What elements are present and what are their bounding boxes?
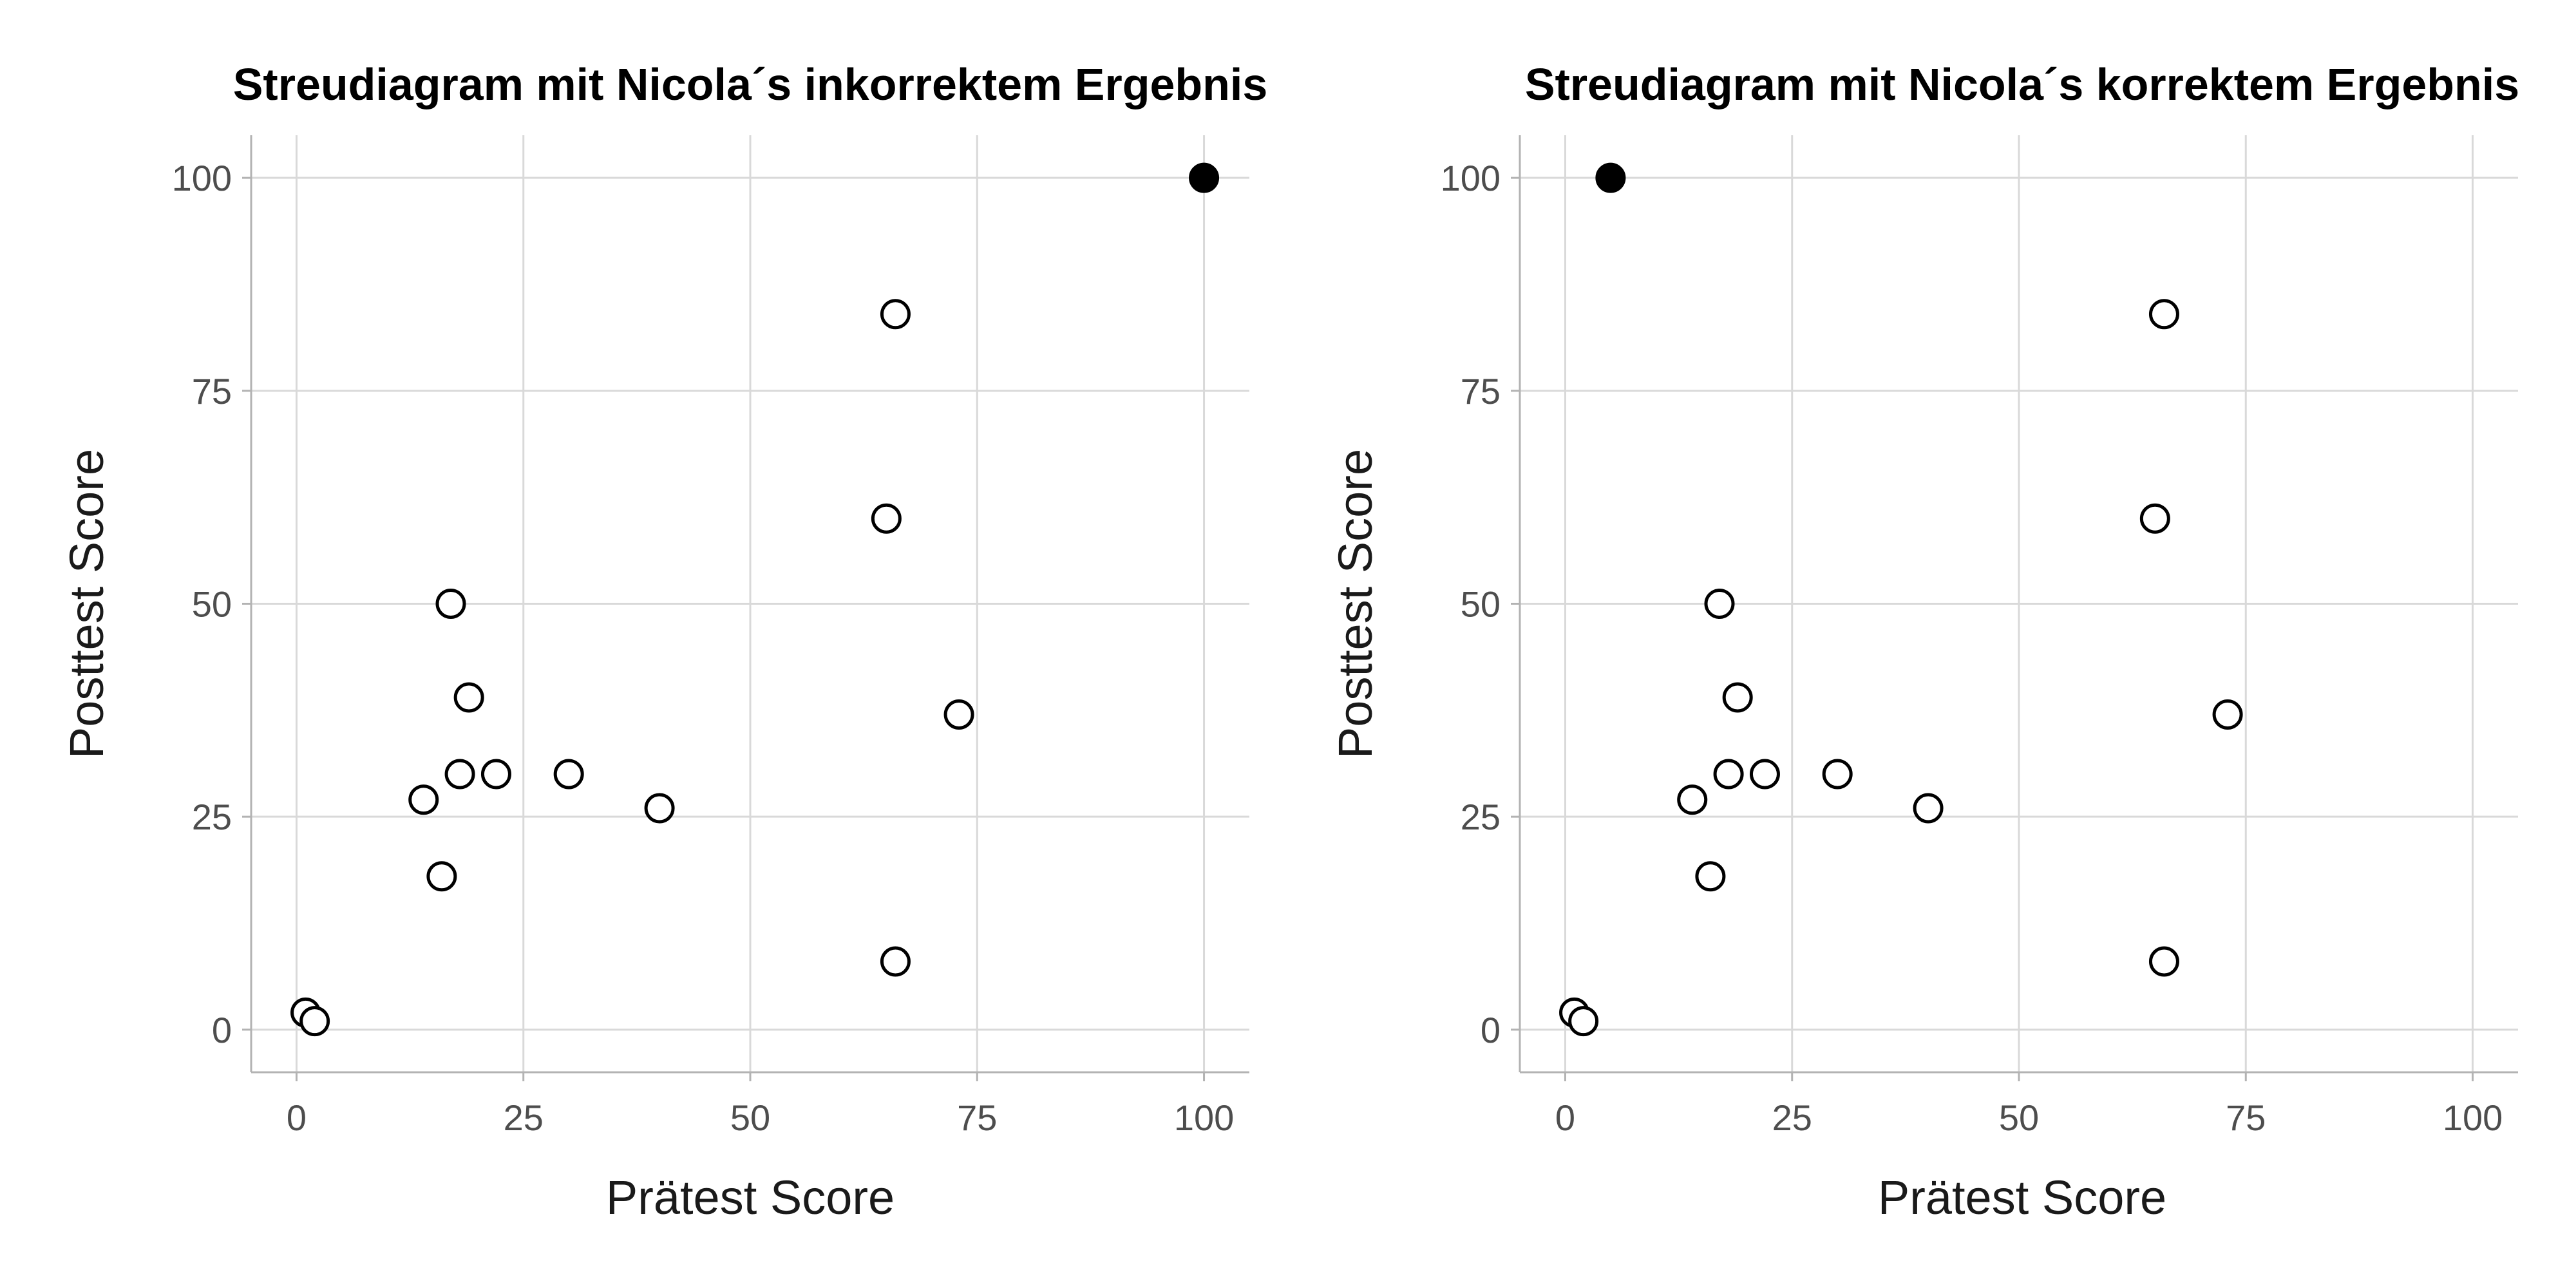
data-point — [453, 682, 484, 713]
x-axis-label: Prätest Score — [1878, 1171, 2166, 1224]
y-tick-label: 25 — [1461, 797, 1501, 837]
data-point — [1695, 861, 1726, 892]
data-point — [1568, 1006, 1599, 1037]
data-point — [943, 699, 974, 730]
x-tick-label: 50 — [1999, 1097, 2039, 1138]
data-point — [435, 589, 466, 619]
highlighted-data-point — [1189, 162, 1220, 193]
data-point — [299, 1006, 330, 1037]
data-point — [2212, 699, 2243, 730]
highlighted-data-point — [1595, 162, 1626, 193]
x-tick-label: 50 — [730, 1097, 770, 1138]
x-tick-label: 0 — [287, 1097, 307, 1138]
x-tick-label: 75 — [2226, 1097, 2266, 1138]
y-tick-label: 0 — [1481, 1010, 1501, 1050]
data-point — [1713, 759, 1744, 790]
y-tick-label: 100 — [172, 158, 232, 198]
x-tick-label: 0 — [1555, 1097, 1575, 1138]
data-point — [644, 793, 675, 824]
y-axis-label: Posttest Score — [60, 449, 113, 759]
x-tick-label: 75 — [957, 1097, 997, 1138]
x-tick-label: 25 — [504, 1097, 544, 1138]
chart-title: Streudiagram mit Nicola´s inkorrektem Er… — [233, 59, 1268, 109]
data-point — [880, 946, 911, 977]
scatter-panel-1: 0 25 50 75 100 0 25 50 75 100 Streudiagram mit Nic… — [60, 59, 1267, 1224]
y-tick-label: 50 — [192, 584, 232, 625]
x-tick-label: 100 — [2443, 1097, 2503, 1138]
y-tick-label: 75 — [1461, 371, 1501, 412]
data-point — [2139, 503, 2170, 534]
y-tick-label: 0 — [212, 1010, 232, 1050]
data-point — [880, 299, 911, 330]
data-point — [1722, 682, 1753, 713]
x-tick-label: 25 — [1772, 1097, 1812, 1138]
x-axis-label: Prätest Score — [606, 1171, 895, 1224]
data-point — [1677, 784, 1708, 815]
data-point — [426, 861, 457, 892]
data-point — [1749, 759, 1780, 790]
data-point — [444, 759, 475, 790]
data-point — [408, 784, 439, 815]
data-point — [1704, 589, 1735, 619]
y-tick-label: 75 — [192, 371, 232, 412]
y-axis-label: Posttest Score — [1329, 449, 1382, 759]
data-point — [871, 503, 902, 534]
data-point — [553, 759, 584, 790]
y-tick-label: 100 — [1441, 158, 1501, 198]
y-tick-label: 50 — [1461, 584, 1501, 625]
scatter-panel-2: 0 25 50 75 100 0 25 50 75 100 Streudiagram mit Nic… — [1329, 59, 2519, 1224]
x-tick-label: 100 — [1174, 1097, 1234, 1138]
data-point — [1913, 793, 1944, 824]
data-point — [480, 759, 511, 790]
y-tick-label: 25 — [192, 797, 232, 837]
data-point — [2148, 946, 2179, 977]
data-point — [2148, 299, 2179, 330]
data-point — [1822, 759, 1853, 790]
chart-title: Streudiagram mit Nicola´s korrektem Erge… — [1525, 59, 2519, 109]
